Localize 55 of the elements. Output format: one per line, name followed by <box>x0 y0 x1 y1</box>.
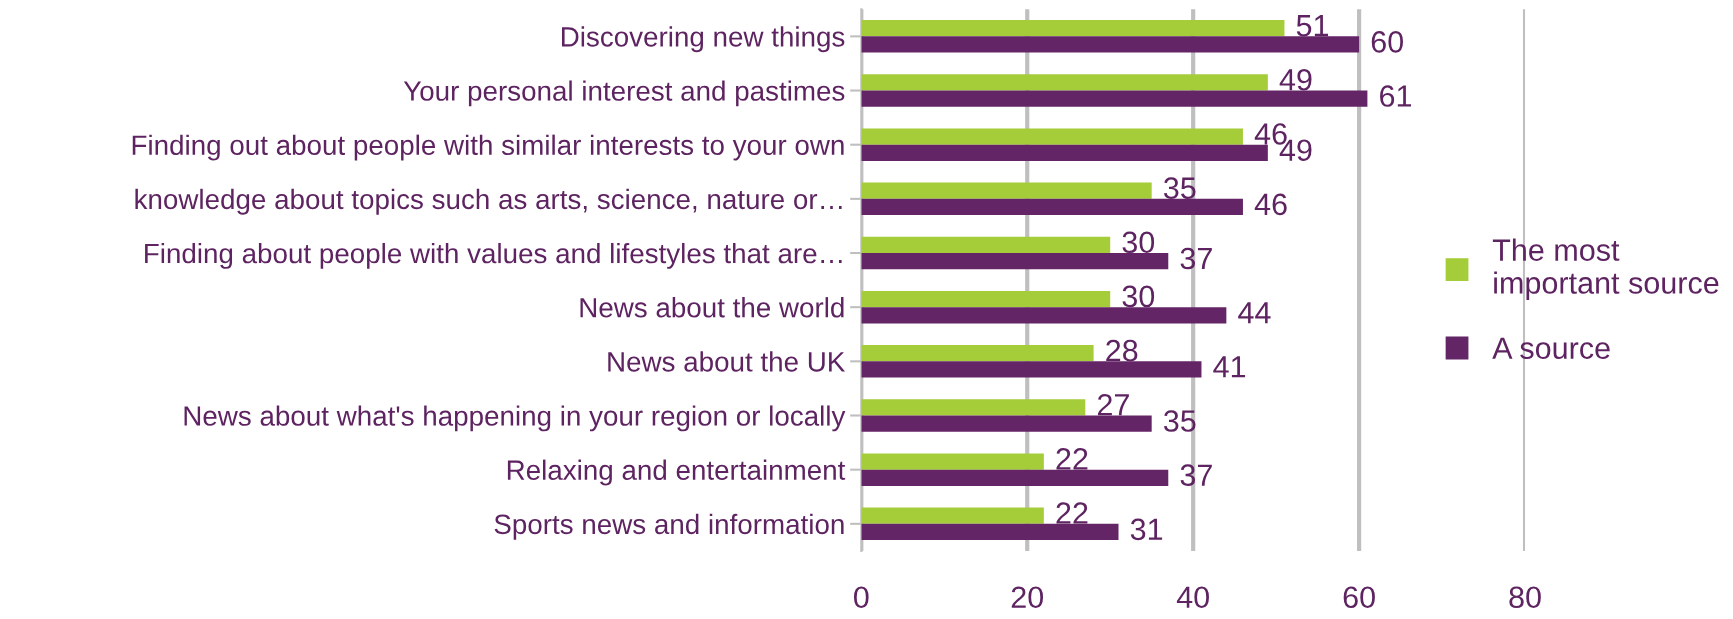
data-label: 30 <box>1122 285 1155 308</box>
bar <box>861 236 1111 254</box>
data-label: 41 <box>1213 356 1246 378</box>
y-tick-label: Discovering new things <box>561 26 845 53</box>
y-tick-label: Finding out about people with similar interests to your own <box>132 134 844 161</box>
bar <box>861 90 1368 107</box>
data-label: 37 <box>1180 247 1212 270</box>
bar <box>861 523 1119 541</box>
x-tick-label: 60 <box>1343 586 1375 609</box>
data-label: 35 <box>1163 410 1196 432</box>
y-tick-label: News about what's happening in your region or locally <box>184 405 846 432</box>
data-label: 51 <box>1296 15 1329 37</box>
data-label: 27 <box>1097 393 1129 416</box>
y-tick-label: News about the world <box>580 297 844 318</box>
legend-label: The most important source <box>1492 238 1719 300</box>
bar <box>861 345 1094 362</box>
bar <box>861 290 1111 308</box>
x-tick-label: 80 <box>1509 586 1541 609</box>
bar <box>861 469 1169 486</box>
bar <box>861 36 1360 53</box>
y-tick-label: knowledge about topics such as arts, science, nature or… <box>135 188 842 215</box>
bar <box>861 507 1044 524</box>
y-tick-label: Your personal interest and pastimes <box>403 80 845 107</box>
data-label: 46 <box>1254 193 1287 216</box>
bar <box>861 361 1202 378</box>
x-tick-label: 0 <box>854 586 869 609</box>
data-label: 30 <box>1122 231 1155 254</box>
legend-label: A source <box>1492 337 1610 359</box>
y-tick-label: Sports news and information <box>494 513 844 540</box>
bar <box>861 144 1268 161</box>
bar <box>861 74 1268 91</box>
bar <box>861 20 1285 37</box>
data-label: 28 <box>1106 339 1138 362</box>
data-label: 35 <box>1163 177 1196 199</box>
data-label: 22 <box>1056 502 1088 524</box>
bar <box>861 399 1086 416</box>
y-tick-label: Finding about people with values and lifestyles that are… <box>145 242 842 269</box>
x-tick-label: 20 <box>1011 586 1044 609</box>
y-tick-label: Relaxing and entertainment <box>507 459 846 486</box>
bar <box>861 182 1152 199</box>
data-label: 60 <box>1371 31 1404 53</box>
bar <box>861 307 1227 324</box>
bar <box>861 415 1152 432</box>
data-label: 44 <box>1238 302 1271 324</box>
y-tick-label: News about the UK <box>608 351 846 372</box>
data-label: 22 <box>1056 448 1088 470</box>
x-tick-label: 40 <box>1176 586 1209 609</box>
bar <box>861 453 1044 470</box>
data-label: 37 <box>1180 464 1212 486</box>
bar <box>861 128 1243 145</box>
bar <box>861 253 1169 270</box>
data-label: 31 <box>1130 518 1163 541</box>
data-label: 49 <box>1279 68 1312 91</box>
bar <box>861 198 1243 216</box>
data-label: 61 <box>1380 85 1412 107</box>
